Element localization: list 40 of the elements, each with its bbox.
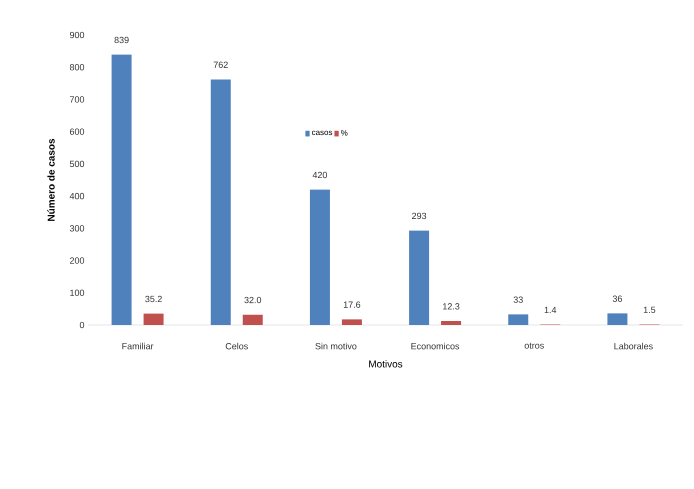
y-tick-label: 900 <box>70 32 84 38</box>
y-tick-label: 400 <box>70 192 84 200</box>
data-label: 17.6 <box>344 301 360 308</box>
data-label: 12.3 <box>443 303 460 310</box>
bar <box>310 190 330 325</box>
data-label: 32.0 <box>244 296 262 304</box>
data-label: 33 <box>514 296 523 303</box>
bar <box>508 314 528 325</box>
bar <box>210 79 231 325</box>
y-tick-label: 600 <box>70 128 84 135</box>
x-tick-label: Sin motivo <box>315 342 356 350</box>
bar <box>342 319 362 325</box>
y-tick-label: 100 <box>70 290 84 296</box>
data-label: 762 <box>214 62 228 68</box>
y-axis-title: Número de casos <box>47 138 55 221</box>
data-label: 35.2 <box>145 296 162 302</box>
y-tick-label: 300 <box>70 225 84 232</box>
bar <box>607 313 628 325</box>
x-tick-label: Economicos <box>411 342 460 350</box>
data-label: 1.4 <box>544 306 556 314</box>
x-tick-label: Laborales <box>614 342 653 350</box>
bar <box>409 230 430 325</box>
bar <box>144 314 164 325</box>
y-tick-label: 700 <box>70 96 84 103</box>
x-tick-label: Familiar <box>122 342 154 350</box>
data-label: 293 <box>412 212 426 220</box>
y-tick-label: 500 <box>70 160 84 168</box>
x-tick-label: Celos <box>226 342 248 350</box>
x-axis-title: Motivos <box>369 360 402 368</box>
y-tick-label: 0 <box>80 322 84 328</box>
bar <box>242 314 263 325</box>
data-label: 420 <box>312 172 328 178</box>
data-label: 1.5 <box>644 306 656 313</box>
data-label: 36 <box>612 296 622 302</box>
y-tick-label: 800 <box>70 64 84 70</box>
bar <box>441 321 462 325</box>
x-tick-label: otros <box>524 342 544 349</box>
bar <box>112 54 132 325</box>
data-label: 839 <box>114 36 129 44</box>
y-tick-label: 200 <box>70 257 84 264</box>
